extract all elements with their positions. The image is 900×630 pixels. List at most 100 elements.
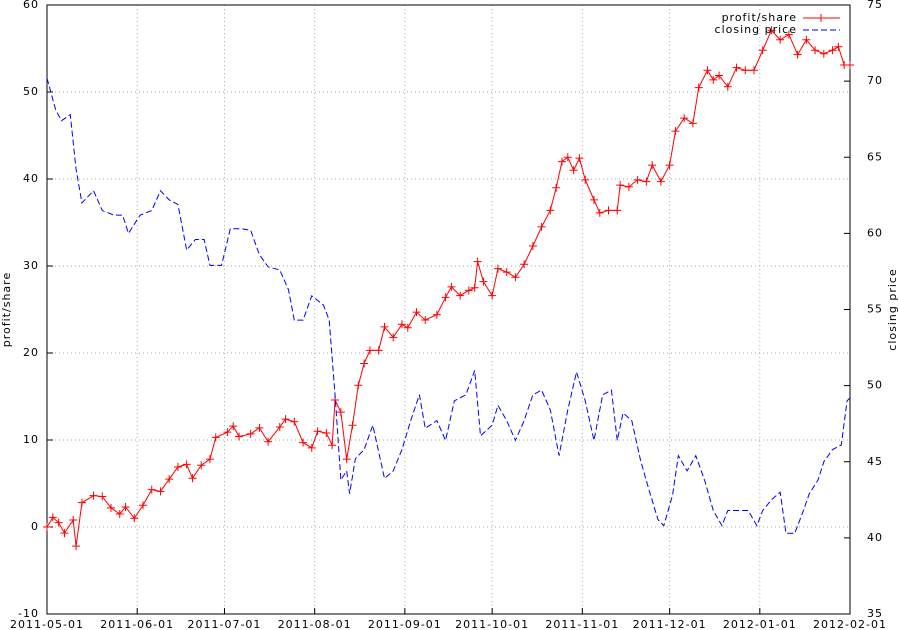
point-marker <box>642 177 651 186</box>
y-tick-label: -10 <box>18 607 39 620</box>
point-marker <box>255 423 264 432</box>
point-marker <box>115 509 124 518</box>
y-tick-label: 50 <box>23 85 39 98</box>
point-marker <box>656 177 665 186</box>
point-marker <box>147 485 156 494</box>
point-marker <box>299 438 308 447</box>
point-marker <box>575 154 584 163</box>
point-marker <box>767 26 776 35</box>
point-marker <box>464 286 473 295</box>
point-marker <box>229 422 238 431</box>
point-marker <box>412 308 421 317</box>
legend-marker <box>817 14 825 22</box>
point-marker <box>403 323 412 332</box>
point-marker <box>397 320 406 329</box>
point-marker <box>336 408 345 417</box>
series-line <box>46 29 850 547</box>
point-marker <box>802 35 811 44</box>
y2-tick-label: 55 <box>867 303 883 316</box>
y-tick-label: 20 <box>23 346 39 359</box>
point-marker <box>537 222 546 231</box>
point-marker <box>732 63 741 72</box>
y-tick-label: 10 <box>23 433 39 446</box>
point-marker <box>648 161 657 170</box>
point-marker <box>715 71 724 80</box>
point-marker <box>275 422 284 431</box>
x-tick-label: 2011-09-01 <box>368 618 442 630</box>
y-tick-label: 40 <box>23 172 39 185</box>
point-marker <box>680 114 689 123</box>
y2-tick-label: 75 <box>867 0 883 11</box>
point-marker <box>511 273 520 282</box>
point-marker <box>563 153 572 162</box>
point-marker <box>613 206 622 215</box>
point-marker <box>348 421 357 430</box>
x-tick-label: 2012-02-01 <box>813 618 887 630</box>
point-marker <box>604 206 613 215</box>
point-marker <box>365 346 374 355</box>
point-marker <box>776 35 785 44</box>
point-marker <box>60 529 69 538</box>
point-marker <box>264 437 273 446</box>
point-marker <box>107 503 116 512</box>
point-marker <box>557 157 566 166</box>
point-marker <box>758 46 767 55</box>
y2-tick-label: 35 <box>867 607 883 620</box>
point-marker <box>342 455 351 464</box>
point-marker <box>694 83 703 92</box>
point-marker <box>182 460 191 469</box>
point-marker <box>139 501 148 510</box>
point-marker <box>616 181 625 190</box>
point-marker <box>322 429 331 438</box>
point-marker <box>479 277 488 286</box>
point-marker <box>488 291 497 300</box>
y-axis-label: profit/share <box>0 272 13 347</box>
point-marker <box>834 42 843 51</box>
y-tick-label: 0 <box>31 520 39 533</box>
point-marker <box>552 183 561 192</box>
point-marker <box>723 82 732 91</box>
y-tick-label: 60 <box>23 0 39 11</box>
point-marker <box>473 257 482 266</box>
point-marker <box>307 443 316 452</box>
point-marker <box>709 75 718 84</box>
y2-tick-label: 50 <box>867 379 883 392</box>
x-tick-label: 2011-07-01 <box>188 618 262 630</box>
point-marker <box>188 474 197 483</box>
point-marker <box>749 66 758 75</box>
point-marker <box>502 268 511 277</box>
point-marker <box>223 428 232 437</box>
point-marker <box>595 208 604 217</box>
point-marker <box>374 346 383 355</box>
point-marker <box>380 322 389 331</box>
x-tick-label: 2011-11-01 <box>545 618 619 630</box>
point-marker <box>589 195 598 204</box>
y2-tick-label: 70 <box>867 74 883 87</box>
point-marker <box>246 429 255 438</box>
y2-tick-label: 45 <box>867 455 883 468</box>
point-marker <box>703 66 712 75</box>
point-marker <box>688 119 697 128</box>
point-marker <box>441 293 450 302</box>
point-marker <box>354 381 363 390</box>
point-marker <box>389 333 398 342</box>
point-marker <box>520 260 529 269</box>
point-marker <box>432 310 441 319</box>
point-marker <box>328 441 337 450</box>
point-marker <box>156 487 165 496</box>
point-marker <box>528 241 537 250</box>
point-marker <box>235 432 244 441</box>
x-tick-label: 2011-05-01 <box>10 618 84 630</box>
point-marker <box>456 291 465 300</box>
x-tick-label: 2012-01-01 <box>723 618 797 630</box>
point-marker <box>54 518 63 527</box>
point-marker <box>313 427 322 436</box>
legend-label: closing price <box>715 23 797 36</box>
point-marker <box>546 206 555 215</box>
point-marker <box>569 166 578 175</box>
plot-frame <box>46 4 851 615</box>
point-marker <box>819 49 828 58</box>
point-marker <box>447 282 456 291</box>
point-marker <box>360 359 369 368</box>
